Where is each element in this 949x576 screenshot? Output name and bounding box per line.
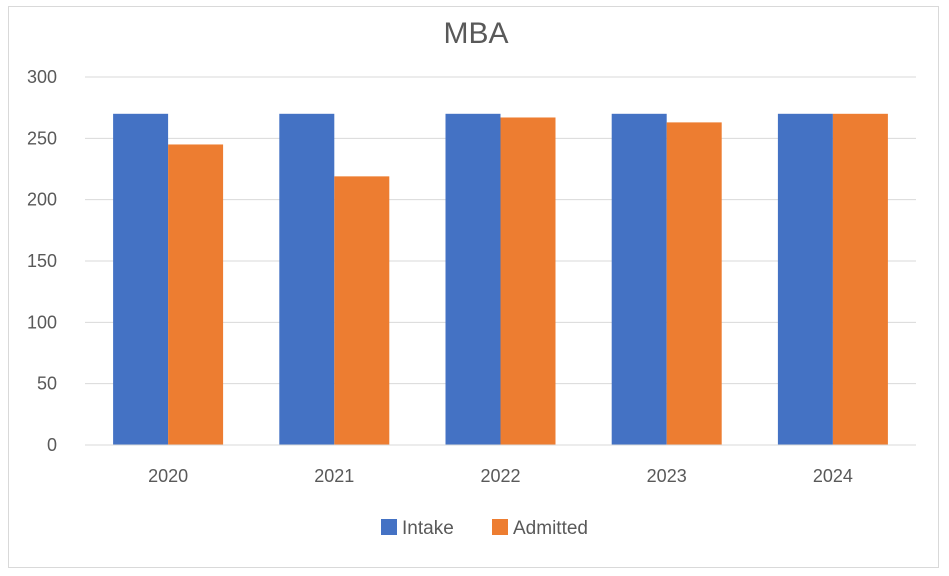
- bar-admitted-2020: [168, 144, 224, 445]
- x-tick-label: 2022: [480, 466, 520, 486]
- bar-admitted-2021: [334, 176, 390, 446]
- bar-admitted-2022: [500, 117, 556, 445]
- bar-admitted-2023: [666, 122, 722, 446]
- legend-swatch-intake: [381, 519, 397, 535]
- y-tick-label: 250: [27, 128, 57, 148]
- legend-label-admitted: Admitted: [513, 518, 588, 539]
- chart-title: MBA: [443, 17, 508, 50]
- x-tick-label: 2021: [314, 466, 354, 486]
- y-axis-tick-labels: 0 50 100 150 200 250 300: [27, 67, 57, 455]
- bars: [113, 113, 888, 446]
- legend-swatch-admitted: [492, 519, 508, 535]
- legend-label-intake: Intake: [402, 518, 454, 539]
- bar-intake-2022: [445, 113, 501, 446]
- y-tick-label: 50: [37, 374, 57, 394]
- x-axis-tick-labels: 2020 2021 2022 2023 2024: [148, 466, 853, 486]
- bar-intake-2023: [611, 113, 667, 446]
- y-tick-label: 300: [27, 67, 57, 87]
- bar-intake-2021: [279, 113, 335, 446]
- x-tick-label: 2020: [148, 466, 188, 486]
- legend: Intake Admitted: [381, 518, 588, 539]
- y-tick-label: 0: [47, 435, 57, 455]
- bar-intake-2020: [113, 113, 169, 446]
- x-tick-label: 2024: [813, 466, 853, 486]
- bar-admitted-2024: [832, 113, 888, 446]
- bar-intake-2024: [777, 113, 833, 446]
- y-tick-label: 150: [27, 251, 57, 271]
- y-tick-label: 200: [27, 190, 57, 210]
- x-tick-label: 2023: [647, 466, 687, 486]
- y-tick-label: 100: [27, 312, 57, 332]
